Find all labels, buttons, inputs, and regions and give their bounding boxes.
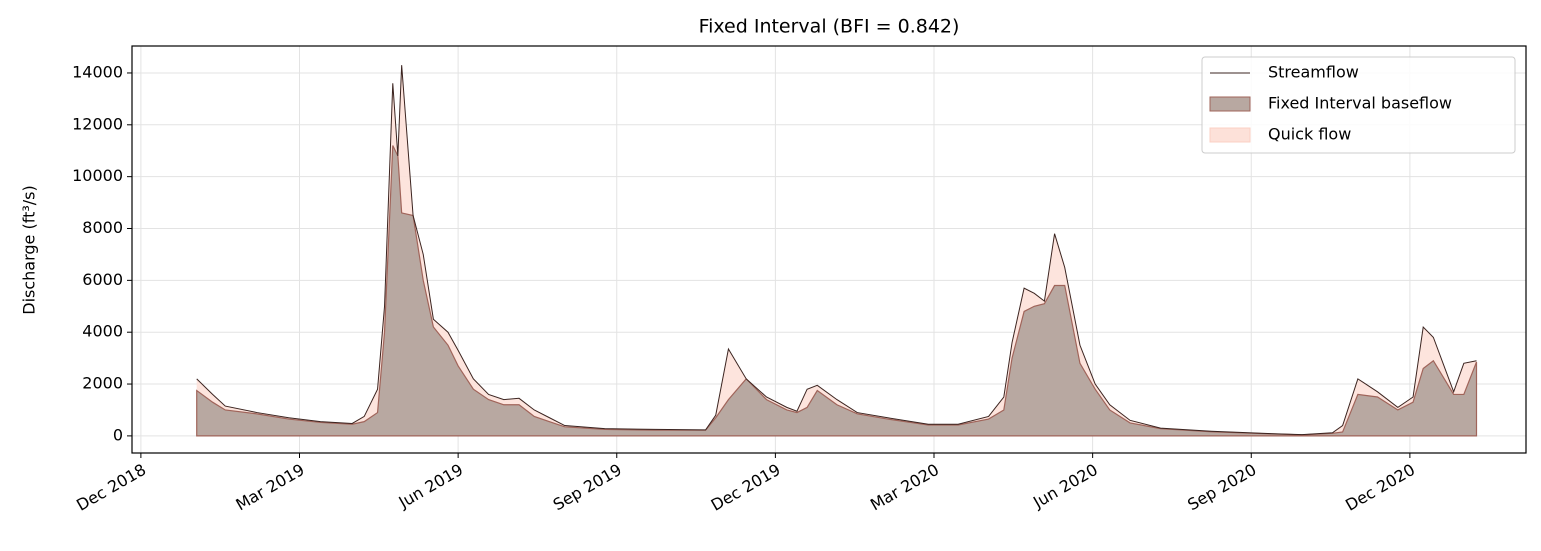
x-tick-label: Dec 2018: [73, 460, 149, 515]
y-tick-label: 4000: [82, 322, 123, 341]
x-tick-label: Jun 2020: [1029, 460, 1101, 512]
streamflow-line: [196, 65, 1477, 436]
legend-label: Streamflow: [1268, 63, 1359, 82]
baseflow-area: [196, 145, 1478, 437]
legend-label: Fixed Interval baseflow: [1268, 94, 1452, 113]
x-tick-label: Sep 2020: [1184, 460, 1259, 514]
x-tick-label: Jun 2019: [395, 460, 467, 512]
legend-label: Quick flow: [1268, 125, 1351, 144]
y-axis-label: Discharge (ft³/s): [20, 185, 39, 314]
y-tick-label: 0: [113, 425, 123, 444]
y-tick-label: 14000: [72, 62, 123, 81]
x-tick-label: Dec 2020: [1342, 460, 1418, 515]
y-tick-label: 12000: [72, 114, 123, 133]
y-tick-label: 10000: [72, 166, 123, 185]
x-tick-label: Mar 2020: [867, 460, 942, 514]
legend-swatch: [1209, 127, 1251, 143]
y-tick-label: 2000: [82, 374, 123, 393]
x-tick-label: Dec 2019: [708, 460, 784, 515]
legend-swatch: [1209, 96, 1251, 112]
x-tick-label: Sep 2019: [550, 460, 625, 514]
x-tick-label: Mar 2019: [232, 460, 307, 514]
y-tick-label: 6000: [82, 270, 123, 289]
chart-title: Fixed Interval (BFI = 0.842): [699, 16, 960, 38]
plot-frame: [131, 45, 1527, 454]
legend-box: [1201, 56, 1516, 154]
y-tick-label: 8000: [82, 218, 123, 237]
